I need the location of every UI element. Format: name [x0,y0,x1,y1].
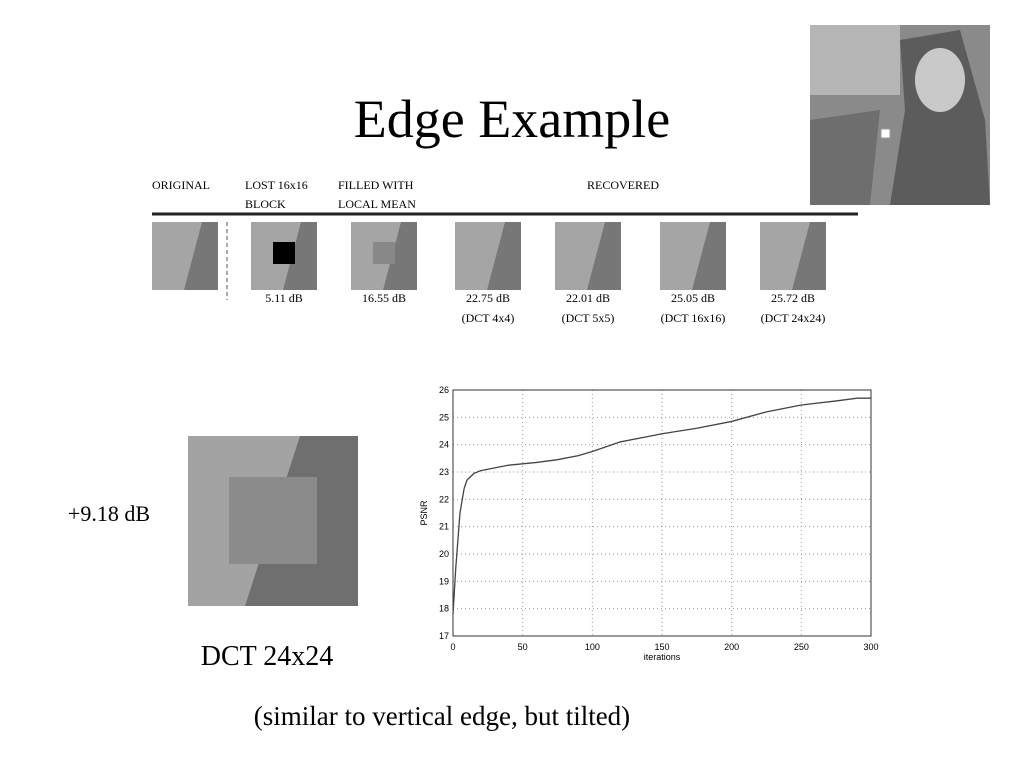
mean-block [373,242,395,264]
thumb-caption: (DCT 24x24) [761,311,826,325]
thumb-edge [383,222,417,290]
y-tick-label: 26 [439,385,449,395]
thumb-edge [792,222,826,290]
x-axis-label: iterations [644,652,681,662]
lost-block [273,242,295,264]
thumb-caption: 16.55 dB [362,291,406,305]
column-header: ORIGINAL [152,178,210,192]
gain: +9.18 dB [68,501,150,526]
thumb-edge [283,222,317,290]
zoom-caption: DCT 24x24 [201,641,334,672]
x-tick-label: 250 [794,642,809,652]
thumbnail [760,222,826,290]
photo [810,25,990,205]
x-tick-label: 300 [863,642,878,652]
thumb-caption: 5.11 dB [265,291,303,305]
thumbnail [555,222,621,290]
y-tick-label: 17 [439,631,449,641]
column-header: LOST 16x16 [245,178,308,192]
y-axis-label: PSNR [419,500,429,526]
column-header: BLOCK [245,197,286,211]
thumbnail [351,222,417,290]
thumb-caption: (DCT 16x16) [661,311,726,325]
y-tick-label: 20 [439,549,449,559]
thumb-caption: 25.05 dB [671,291,715,305]
thumbnail [152,222,218,290]
thumb-edge [184,222,218,290]
slide-title: Edge Example [354,89,670,149]
thumb-caption: 22.75 dB [466,291,510,305]
thumb-caption: (DCT 5x5) [562,311,615,325]
zoom-image [188,436,358,606]
column-header: LOCAL MEAN [338,197,416,211]
x-tick-label: 150 [654,642,669,652]
line [452,397,871,615]
thumbnail [660,222,726,290]
column-header: FILLED WITH [338,178,414,192]
note: (similar to vertical edge, but tilted) [254,701,630,731]
thumbnail [455,222,521,290]
plot-frame [452,389,872,637]
x-tick-label: 0 [450,642,455,652]
x-tick-label: 100 [585,642,600,652]
thumb-edge [487,222,521,290]
x-tick-label: 200 [724,642,739,652]
thumb-caption: (DCT 4x4) [462,311,515,325]
y-tick-label: 21 [439,522,449,532]
x-tick-label: 50 [518,642,528,652]
y-tick-label: 22 [439,494,449,504]
thumb-edge [692,222,726,290]
y-tick-label: 19 [439,576,449,586]
y-tick-label: 18 [439,604,449,614]
y-tick-label: 24 [439,440,449,450]
thumb-caption: 22.01 dB [566,291,610,305]
thumb-edge [587,222,621,290]
column-header: RECOVERED [587,178,659,192]
y-tick-label: 23 [439,467,449,477]
thumb-caption: 25.72 dB [771,291,815,305]
thumbnail [251,222,317,290]
y-tick-label: 25 [439,412,449,422]
